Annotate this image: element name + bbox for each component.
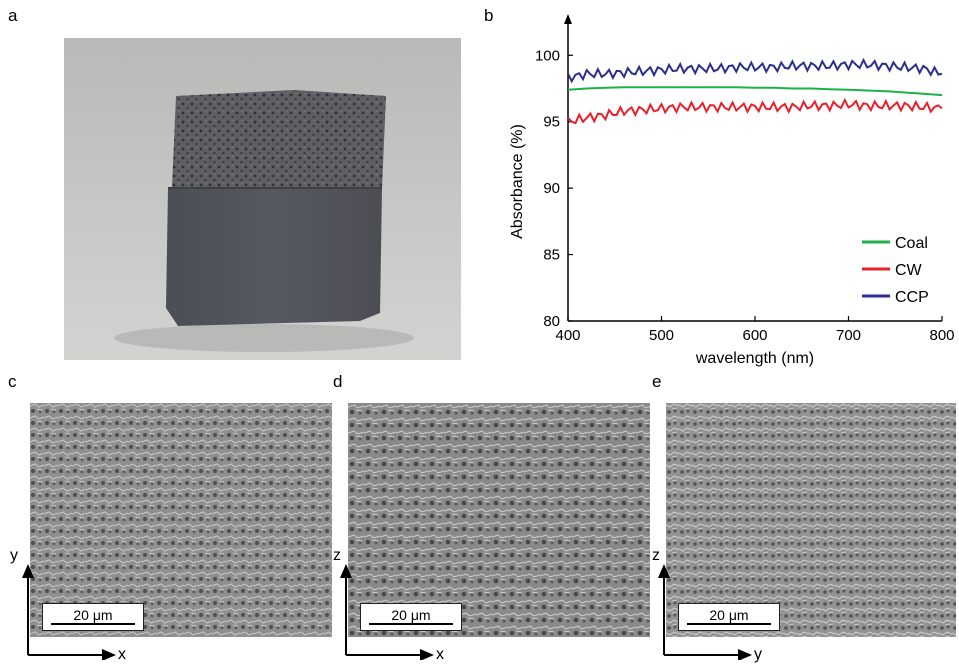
- scale-label-d: 20 μm: [391, 607, 431, 623]
- axis-label-h-e: y: [754, 646, 762, 663]
- y-tick-label-85: 85: [543, 247, 560, 264]
- panel-label-c: c: [8, 372, 17, 391]
- axis-arrows-e: [658, 564, 752, 660]
- y-axis-arrow: [564, 14, 572, 24]
- y-tick-label-100: 100: [535, 47, 560, 64]
- sem-image-d: 20 μm: [348, 403, 650, 637]
- scale-bar-c: 20 μm: [42, 603, 144, 631]
- x-tick-label-400: 400: [555, 327, 580, 344]
- series-line-cw: [567, 97, 943, 125]
- x-tick-label-500: 500: [649, 327, 674, 344]
- legend-label-coal: Coal: [895, 235, 928, 252]
- panel-label-a: a: [8, 6, 18, 25]
- absorbance-chart: 80 85 90 95 100 400 500 600 700 800 wavelength (nm…: [509, 14, 955, 367]
- axis-arrows-d: [340, 564, 434, 660]
- panel-label-e: e: [652, 372, 662, 391]
- cube-photo: [64, 38, 461, 360]
- axis-label-h-d: x: [436, 646, 444, 663]
- x-tick-label-700: 700: [836, 327, 861, 344]
- x-tick-label-800: 800: [929, 327, 954, 344]
- axis-label-v-d: z: [333, 547, 341, 564]
- axis-arrows-c: [22, 564, 116, 660]
- y-axis-label: Absorbance (%): [509, 124, 526, 239]
- legend-label-cw: CW: [895, 262, 923, 279]
- sem-image-c: 20 μm: [30, 403, 332, 637]
- x-axis-label: wavelength (nm): [695, 350, 814, 367]
- y-tick-label-80: 80: [543, 313, 560, 330]
- sem-image-e: 20 μm: [666, 403, 956, 637]
- axis-label-v-c: y: [10, 547, 18, 564]
- scale-label-c: 20 μm: [73, 607, 113, 623]
- panel-label-b: b: [484, 6, 494, 25]
- scale-bar-d: 20 μm: [360, 603, 462, 631]
- scale-label-e: 20 μm: [709, 607, 749, 623]
- series-line-ccp: [567, 57, 943, 84]
- y-tick-label-95: 95: [543, 114, 560, 131]
- axis-label-h-c: x: [118, 646, 126, 663]
- x-tick-label-600: 600: [742, 327, 767, 344]
- scale-bar-e: 20 μm: [678, 603, 780, 631]
- series-line-coal: [567, 86, 943, 97]
- y-tick-label-90: 90: [543, 180, 560, 197]
- panel-label-d: d: [333, 372, 343, 391]
- axis-label-v-e: z: [652, 547, 660, 564]
- legend-label-ccp: CCP: [895, 289, 929, 306]
